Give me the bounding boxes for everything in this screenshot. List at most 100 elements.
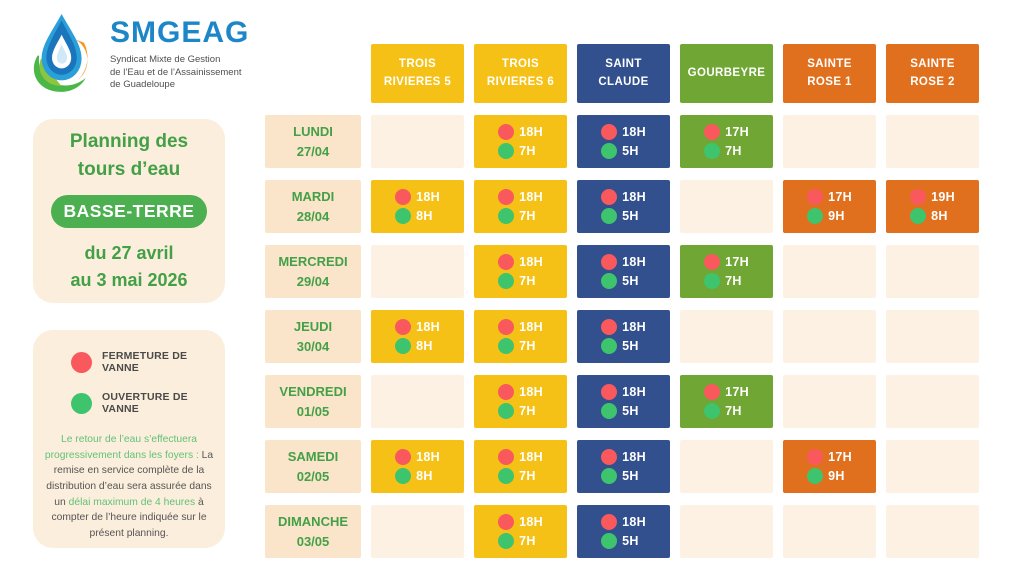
valve-open-dot-icon xyxy=(601,468,618,484)
close-time: 17H xyxy=(704,124,749,140)
schedule-cell-trois-rivieres-5-29-04 xyxy=(371,245,464,298)
close-time: 18H xyxy=(601,254,646,270)
valve-open-dot-icon xyxy=(704,403,721,419)
schedule-grid: TROIS RIVIERES 5 TROIS RIVIERES 6 SAINT CLAUD… xyxy=(265,44,979,558)
schedule-cell-sainte-rose-1-28-04: 17H 9H xyxy=(783,180,876,233)
schedule-cell-gourbeyre-28-04 xyxy=(680,180,773,233)
time-label: 5H xyxy=(622,209,639,223)
open-time: 5H xyxy=(601,143,646,159)
time-label: 5H xyxy=(622,534,639,548)
day-cell-mercredi: MERCREDI 29/04 xyxy=(265,245,361,298)
valve-close-dot-icon xyxy=(498,384,515,400)
day-cell-jeudi: JEUDI 30/04 xyxy=(265,310,361,363)
time-label: 18H xyxy=(519,385,543,399)
schedule-cell-sainte-rose-1-01-05 xyxy=(783,375,876,428)
schedule-cell-sainte-rose-1-27-04 xyxy=(783,115,876,168)
schedule-cell-trois-rivieres-6-30-04: 18H 7H xyxy=(474,310,567,363)
open-time: 7H xyxy=(704,273,749,289)
time-label: 18H xyxy=(622,190,646,204)
valve-open-dot-icon xyxy=(395,468,412,484)
legend-item-fermeture: FERMETURE DE VANNE xyxy=(45,350,213,374)
schedule-cell-sainte-rose-1-03-05 xyxy=(783,505,876,558)
schedule-cell-sainte-rose-2-01-05 xyxy=(886,375,979,428)
open-time: 5H xyxy=(601,338,646,354)
open-time: 9H xyxy=(807,208,852,224)
schedule-cell-gourbeyre-27-04: 17H 7H xyxy=(680,115,773,168)
valve-close-dot-icon xyxy=(601,189,618,205)
schedule-cell-gourbeyre-29-04: 17H 7H xyxy=(680,245,773,298)
schedule-cell-saint-claude-02-05: 18H 5H xyxy=(577,440,670,493)
time-label: 18H xyxy=(622,385,646,399)
open-time: 8H xyxy=(395,338,440,354)
schedule-cell-sainte-rose-1-29-04 xyxy=(783,245,876,298)
schedule-cell-trois-rivieres-6-01-05: 18H 7H xyxy=(474,375,567,428)
legend-label: OUVERTURE DE VANNE xyxy=(102,391,188,415)
valve-open-dot-icon xyxy=(498,143,515,159)
time-label: 17H xyxy=(725,255,749,269)
time-label: 7H xyxy=(519,274,536,288)
open-time: 7H xyxy=(498,273,543,289)
day-cell-samedi: SAMEDI 02/05 xyxy=(265,440,361,493)
schedule-cell-gourbeyre-03-05 xyxy=(680,505,773,558)
legend-note: Le retour de l’eau s’effectuera progress… xyxy=(44,434,214,539)
legend-item-ouverture: OUVERTURE DE VANNE xyxy=(45,391,213,415)
schedule-cell-sainte-rose-1-30-04 xyxy=(783,310,876,363)
column-header-sainte-rose-2: SAINTE ROSE 2 xyxy=(886,44,979,103)
schedule-cell-saint-claude-28-04: 18H 5H xyxy=(577,180,670,233)
schedule-cell-gourbeyre-01-05: 17H 7H xyxy=(680,375,773,428)
valve-close-dot-icon xyxy=(704,384,721,400)
valve-open-dot-icon xyxy=(395,208,412,224)
close-time: 18H xyxy=(601,514,646,530)
close-time: 18H xyxy=(498,449,543,465)
column-header-sainte-rose-1: SAINTE ROSE 1 xyxy=(783,44,876,103)
schedule-cell-sainte-rose-2-03-05 xyxy=(886,505,979,558)
open-time: 7H xyxy=(498,143,543,159)
close-time: 18H xyxy=(498,254,543,270)
valve-close-dot-icon xyxy=(601,449,618,465)
open-time: 5H xyxy=(601,273,646,289)
time-label: 18H xyxy=(622,125,646,139)
time-label: 5H xyxy=(622,404,639,418)
close-time: 18H xyxy=(395,319,440,335)
open-time: 8H xyxy=(395,208,440,224)
open-time: 7H xyxy=(498,468,543,484)
legend-label: FERMETURE DE VANNE xyxy=(102,350,188,374)
schedule-cell-trois-rivieres-6-28-04: 18H 7H xyxy=(474,180,567,233)
column-header-gourbeyre: GOURBEYRE xyxy=(680,44,773,103)
valve-open-dot-icon xyxy=(910,208,927,224)
valve-open-dot-icon xyxy=(601,533,618,549)
logo: SMGEAG Syndicat Mixte de Gestion de l’Eau… xyxy=(28,8,249,100)
close-time: 18H xyxy=(498,384,543,400)
schedule-cell-sainte-rose-2-02-05 xyxy=(886,440,979,493)
time-label: 18H xyxy=(622,255,646,269)
schedule-cell-trois-rivieres-5-30-04: 18H 8H xyxy=(371,310,464,363)
schedule-cell-trois-rivieres-6-29-04: 18H 7H xyxy=(474,245,567,298)
valve-open-dot-icon xyxy=(807,208,824,224)
valve-open-dot-icon xyxy=(498,468,515,484)
valve-close-dot-icon xyxy=(601,254,618,270)
close-time: 18H xyxy=(395,189,440,205)
valve-close-dot-icon xyxy=(395,189,412,205)
valve-close-dot-icon xyxy=(807,449,824,465)
close-time: 18H xyxy=(498,124,543,140)
time-label: 5H xyxy=(622,274,639,288)
date-range: du 27 avril au 3 mai 2026 xyxy=(70,243,188,291)
poster-title: Planning des tours d’eau xyxy=(69,130,189,180)
legend-items: FERMETURE DE VANNE OUVERTURE DE VANNE xyxy=(45,350,213,432)
close-time: 19H xyxy=(910,189,955,205)
time-label: 8H xyxy=(416,339,433,353)
open-time: 7H xyxy=(498,208,543,224)
valve-close-dot-icon xyxy=(704,124,721,140)
time-label: 18H xyxy=(416,320,440,334)
valve-close-dot-icon xyxy=(807,189,824,205)
valve-open-dot-icon xyxy=(601,403,618,419)
time-label: 8H xyxy=(931,209,948,223)
time-label: 8H xyxy=(416,469,433,483)
valve-open-dot-icon xyxy=(498,338,515,354)
valve-close-dot-icon xyxy=(704,254,721,270)
schedule-cell-sainte-rose-1-02-05: 17H 9H xyxy=(783,440,876,493)
valve-open-dot-icon xyxy=(807,468,824,484)
day-cell-lundi: LUNDI 27/04 xyxy=(265,115,361,168)
time-label: 7H xyxy=(725,404,742,418)
open-time: 7H xyxy=(498,533,543,549)
